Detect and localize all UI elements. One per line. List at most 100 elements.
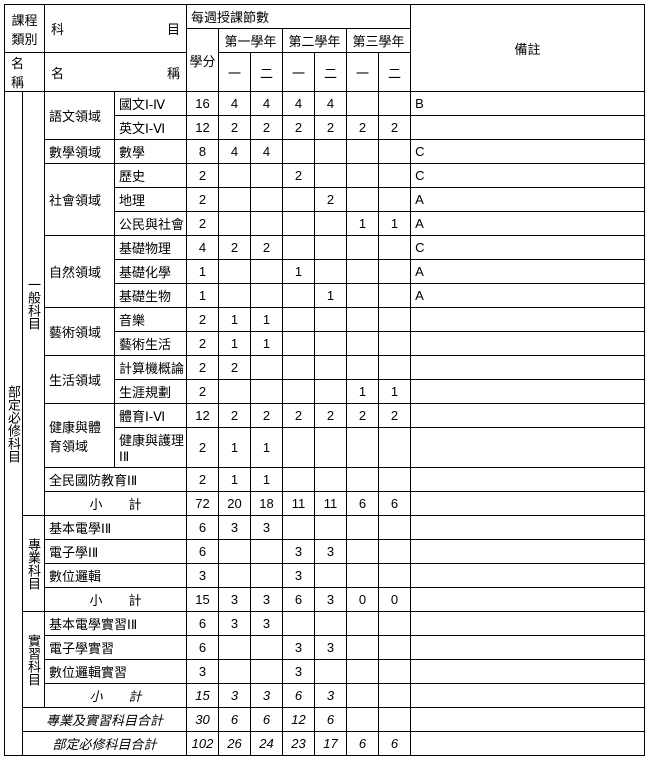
cell bbox=[379, 660, 411, 684]
cell: 6 bbox=[347, 492, 379, 516]
cell-note bbox=[411, 732, 645, 756]
dom-pe: 健康與體育領域 bbox=[45, 404, 115, 468]
cell bbox=[251, 212, 283, 236]
cell-note bbox=[411, 428, 645, 468]
hdr-subject: 科 目 bbox=[45, 5, 187, 53]
cell bbox=[315, 468, 347, 492]
cell: 102 bbox=[187, 732, 219, 756]
cell bbox=[347, 708, 379, 732]
cell bbox=[283, 308, 315, 332]
cell bbox=[347, 660, 379, 684]
cell bbox=[347, 428, 379, 468]
subj-health: 健康與護理ⅠⅡ bbox=[115, 428, 187, 468]
cell bbox=[347, 284, 379, 308]
cell: 2 bbox=[187, 428, 219, 468]
cell bbox=[347, 332, 379, 356]
hdr-name1: 名 稱 bbox=[5, 53, 45, 92]
curriculum-table: 課程類別 科 目 每週授課節數 備註 學分 第一學年 第二學年 第三學年 名 稱… bbox=[4, 4, 645, 756]
cell: 3 bbox=[283, 660, 315, 684]
cell bbox=[315, 236, 347, 260]
cell bbox=[347, 468, 379, 492]
cell: 2 bbox=[187, 356, 219, 380]
cell bbox=[283, 212, 315, 236]
cell bbox=[315, 140, 347, 164]
hdr-category: 課程類別 bbox=[5, 5, 45, 53]
cell: 2 bbox=[379, 116, 411, 140]
subj-chinese: 國文Ⅰ-Ⅳ bbox=[115, 92, 187, 116]
subj-physics: 基礎物理 bbox=[115, 236, 187, 260]
cell bbox=[347, 164, 379, 188]
cell: 12 bbox=[187, 404, 219, 428]
grp-prof: 專業科目 bbox=[23, 516, 45, 612]
cell bbox=[315, 564, 347, 588]
cell: 6 bbox=[187, 636, 219, 660]
hdr-y1: 第一學年 bbox=[219, 29, 283, 53]
cell bbox=[219, 380, 251, 404]
hdr-s5: 一 bbox=[347, 53, 379, 92]
cell bbox=[347, 308, 379, 332]
cell: 1 bbox=[251, 308, 283, 332]
cell bbox=[251, 260, 283, 284]
cell bbox=[379, 540, 411, 564]
cell bbox=[315, 164, 347, 188]
cell: 15 bbox=[187, 588, 219, 612]
cell bbox=[283, 188, 315, 212]
cell: 1 bbox=[283, 260, 315, 284]
cell bbox=[283, 140, 315, 164]
cell bbox=[251, 564, 283, 588]
cell-note: A bbox=[411, 212, 645, 236]
cell bbox=[219, 636, 251, 660]
lbl-proftotal: 專業及實習科目合計 bbox=[23, 708, 187, 732]
dom-social: 社會領域 bbox=[45, 164, 115, 236]
cell-note bbox=[411, 356, 645, 380]
cell-note bbox=[411, 612, 645, 636]
cell bbox=[315, 660, 347, 684]
hdr-notes: 備註 bbox=[411, 5, 645, 92]
cell bbox=[347, 564, 379, 588]
cell bbox=[251, 636, 283, 660]
cell: 1 bbox=[219, 332, 251, 356]
cell-note bbox=[411, 516, 645, 540]
cell bbox=[379, 308, 411, 332]
cell-note bbox=[411, 636, 645, 660]
subj-artlife: 藝術生活 bbox=[115, 332, 187, 356]
cell: 3 bbox=[219, 612, 251, 636]
cell: 2 bbox=[379, 404, 411, 428]
cell: 1 bbox=[219, 468, 251, 492]
cell-note bbox=[411, 404, 645, 428]
lbl-pracsub: 小 計 bbox=[45, 684, 187, 708]
cell: 4 bbox=[187, 236, 219, 260]
grp-general: 一般科目 bbox=[23, 92, 45, 516]
cell: 3 bbox=[283, 564, 315, 588]
cell: 1 bbox=[315, 284, 347, 308]
cell: 3 bbox=[219, 588, 251, 612]
cell-note bbox=[411, 332, 645, 356]
cell: 20 bbox=[219, 492, 251, 516]
cell: 3 bbox=[283, 540, 315, 564]
cell bbox=[379, 140, 411, 164]
cell: 2 bbox=[219, 236, 251, 260]
cell bbox=[347, 236, 379, 260]
subj-math: 數學 bbox=[115, 140, 187, 164]
cell bbox=[315, 212, 347, 236]
cell: 2 bbox=[283, 164, 315, 188]
cell: 2 bbox=[315, 404, 347, 428]
cell bbox=[315, 332, 347, 356]
cell bbox=[347, 92, 379, 116]
cell bbox=[379, 636, 411, 660]
subj-pe: 體育Ⅰ-Ⅵ bbox=[115, 404, 187, 428]
cell: 1 bbox=[347, 380, 379, 404]
cell bbox=[315, 516, 347, 540]
cell bbox=[283, 236, 315, 260]
cell bbox=[315, 428, 347, 468]
cell: 2 bbox=[283, 116, 315, 140]
hdr-y3: 第三學年 bbox=[347, 29, 411, 53]
cell bbox=[379, 164, 411, 188]
cell bbox=[379, 468, 411, 492]
cell-note: B bbox=[411, 92, 645, 116]
cell: 3 bbox=[219, 684, 251, 708]
cell bbox=[347, 516, 379, 540]
cell bbox=[251, 188, 283, 212]
cell bbox=[379, 564, 411, 588]
subj-music: 音樂 bbox=[115, 308, 187, 332]
